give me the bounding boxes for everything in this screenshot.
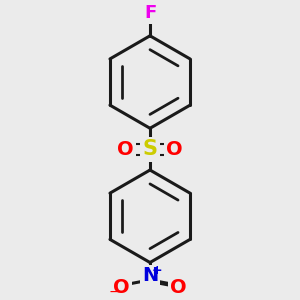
Text: N: N [142, 266, 158, 285]
Text: O: O [113, 278, 130, 297]
Text: F: F [144, 4, 156, 22]
Text: S: S [142, 139, 158, 159]
Text: +: + [152, 264, 163, 278]
Text: O: O [117, 140, 134, 159]
Text: −: − [108, 284, 120, 298]
Text: O: O [170, 278, 187, 297]
Text: O: O [166, 140, 183, 159]
